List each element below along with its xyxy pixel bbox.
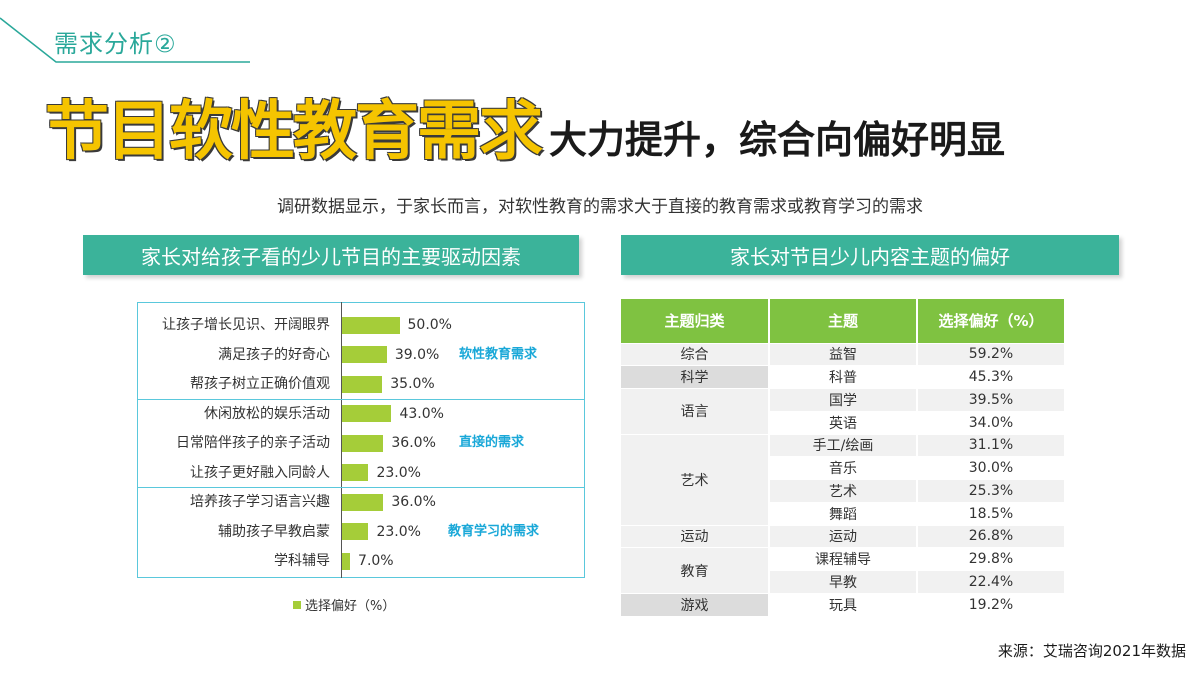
- table-cell-value: 18.5%: [917, 501, 1064, 525]
- bar-chart-frame: [137, 302, 585, 578]
- bar: [342, 316, 400, 334]
- bar: [342, 523, 369, 540]
- value-label: 7.0%: [358, 553, 394, 569]
- table-row: 运动 运动 26.8%: [621, 524, 1064, 548]
- theme-preference-table: 主题归类 主题 选择偏好（%） 综合 益智 59.2% 科学 科普 45.3% 语言 国学 39…: [621, 299, 1064, 616]
- table-cell-category: 教育: [621, 547, 770, 594]
- category-label: 日常陪伴孩子的亲子活动: [176, 435, 330, 451]
- category-label: 培养孩子学习语言兴趣: [190, 494, 330, 510]
- table-cell-value: 31.1%: [917, 433, 1064, 457]
- bar: [342, 346, 387, 363]
- bar: [342, 464, 369, 481]
- table-cell-theme: 益智: [769, 342, 918, 366]
- group-label: 软性教育需求: [459, 346, 538, 362]
- table-cell-value: 30.0%: [917, 456, 1064, 480]
- value-label: 50.0%: [407, 317, 452, 333]
- table-header-row: 主题归类 主题 选择偏好（%）: [621, 299, 1064, 343]
- header-category: 主题归类: [621, 299, 770, 343]
- table-row: 英语 34.0%: [621, 410, 1064, 434]
- value-label: 23.0%: [376, 523, 421, 540]
- value-label: 43.0%: [399, 405, 444, 422]
- bar: [342, 434, 384, 452]
- table-cell-value: 22.4%: [917, 570, 1064, 594]
- category-label: 满足孩子的好奇心: [218, 346, 330, 363]
- left-panel-title: 家长对给孩子看的少儿节目的主要驱动因素: [83, 235, 579, 275]
- right-panel-title: 家长对节目少儿内容主题的偏好: [621, 235, 1119, 275]
- source-note: 来源：艾瑞咨询2021年数据: [997, 642, 1186, 660]
- table-cell-value: 26.8%: [917, 524, 1064, 548]
- header-preference: 选择偏好（%）: [917, 299, 1064, 343]
- table-cell-value: 25.3%: [917, 479, 1064, 503]
- table-cell-theme: 艺术: [769, 479, 918, 503]
- table-row: 早教 22.4%: [621, 570, 1064, 594]
- section-label: 需求分析②: [54, 30, 177, 58]
- legend-swatch: [293, 600, 301, 609]
- table-cell-value: 45.3%: [917, 365, 1064, 389]
- category-label: 让孩子增长见识、开阔眼界: [162, 317, 330, 333]
- table-row: 语言 国学 39.5%: [621, 388, 1064, 434]
- headline-rest: 大力提升，综合向偏好明显: [549, 118, 1006, 162]
- category-label: 辅助孩子早教启蒙: [218, 523, 330, 540]
- group-label: 直接的需求: [459, 435, 525, 450]
- group-label: 教育学习的需求: [448, 523, 540, 539]
- table-cell-value: 59.2%: [917, 342, 1064, 366]
- table-cell-theme: 早教: [769, 570, 918, 594]
- table-cell-category: 游戏: [621, 592, 770, 616]
- table-cell-theme: 英语: [769, 410, 918, 434]
- value-label: 36.0%: [391, 435, 436, 451]
- value-label: 35.0%: [390, 376, 435, 392]
- table-cell-theme: 运动: [769, 524, 918, 548]
- group-divider: [137, 398, 585, 400]
- category-label: 让孩子更好融入同龄人: [190, 464, 330, 481]
- table-row: 艺术 手工/绘画 31.1%: [621, 433, 1064, 525]
- table-cell-category: 艺术: [621, 433, 770, 525]
- category-label: 帮孩子树立正确价值观: [190, 376, 330, 392]
- table-cell-category: 综合: [621, 342, 770, 366]
- table-row: 音乐 30.0%: [621, 456, 1064, 480]
- table-cell-theme: 手工/绘画: [769, 433, 918, 457]
- table-cell-value: 29.8%: [917, 547, 1064, 571]
- table-cell-category: 语言: [621, 388, 770, 434]
- value-label: 36.0%: [391, 494, 436, 510]
- value-label: 23.0%: [376, 464, 421, 481]
- bar: [342, 493, 384, 511]
- bar: [342, 552, 351, 570]
- chart-legend: 选择偏好（%）: [293, 595, 395, 614]
- table-cell-theme: 舞蹈: [769, 501, 918, 525]
- table-cell-value: 39.5%: [917, 388, 1064, 412]
- value-label: 39.0%: [394, 346, 440, 363]
- table-row: 艺术 25.3%: [621, 479, 1064, 503]
- table-cell-category: 运动: [621, 524, 770, 548]
- headline-highlight: 节目软性教育需求: [45, 95, 543, 169]
- legend-label: 选择偏好（%）: [305, 599, 396, 614]
- category-label: 学科辅导: [274, 553, 330, 569]
- table-cell-theme: 科普: [769, 365, 918, 389]
- table-row: 综合 益智 59.2%: [621, 342, 1064, 366]
- subtitle: 调研数据显示，于家长而言，对软性教育的需求大于直接的教育需求或教育学习的需求: [277, 197, 923, 217]
- table-cell-theme: 国学: [769, 388, 918, 412]
- table-cell-theme: 音乐: [769, 456, 918, 480]
- group-divider: [137, 487, 585, 488]
- bar: [342, 375, 383, 393]
- headline: 节目软性教育需求 大力提升，综合向偏好明显: [45, 92, 1005, 172]
- table-cell-theme: 课程辅导: [769, 547, 918, 571]
- table-body: 综合 益智 59.2% 科学 科普 45.3% 语言 国学 39.5% 英语 34.0% 艺术 手工/绘…: [621, 342, 1064, 616]
- bar-chart-axis: [341, 302, 342, 578]
- table-row: 科学 科普 45.3%: [621, 365, 1064, 389]
- table-row: 舞蹈 18.5%: [621, 501, 1064, 525]
- header-theme: 主题: [769, 299, 918, 343]
- table-row: 游戏 玩具 19.2%: [621, 592, 1064, 616]
- category-label: 休闲放松的娱乐活动: [204, 405, 330, 422]
- bar: [342, 405, 392, 422]
- table-cell-category: 科学: [621, 365, 770, 389]
- table-row: 教育 课程辅导 29.8%: [621, 547, 1064, 594]
- table-cell-value: 34.0%: [917, 410, 1064, 434]
- table-cell-value: 19.2%: [917, 592, 1064, 616]
- corner-decoration: [0, 17, 250, 63]
- table-cell-theme: 玩具: [769, 592, 918, 616]
